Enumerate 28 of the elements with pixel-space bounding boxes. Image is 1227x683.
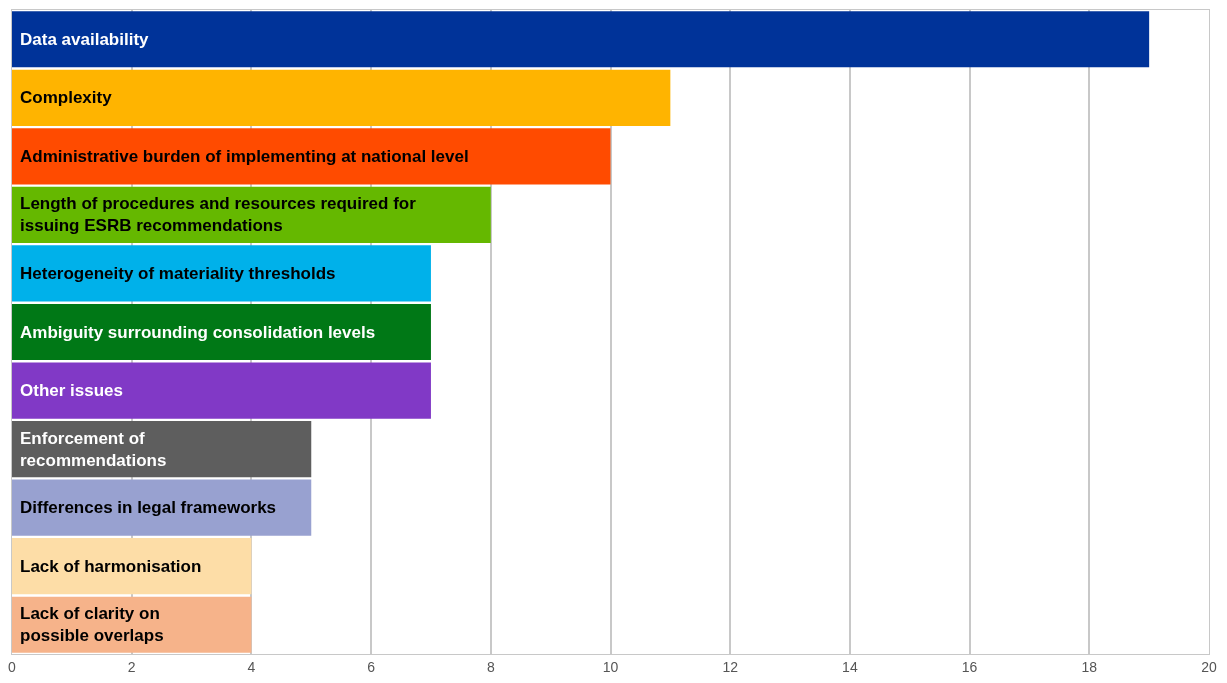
y-tick-label: Lack of harmonisation: [20, 557, 202, 576]
y-tick-label: Differences in legal frameworks: [20, 498, 277, 517]
bar: [12, 11, 1150, 68]
bar: [12, 538, 252, 595]
y-tick-label: Data availability: [20, 30, 150, 49]
y-tick-label: Heterogeneity of materiality thresholds: [20, 264, 336, 283]
x-tick-label: 2: [127, 658, 136, 675]
bar: [12, 362, 431, 419]
x-tick-label: 20: [1201, 658, 1217, 675]
bar: [12, 128, 611, 185]
x-tick-label: 4: [247, 658, 256, 675]
x-tick-label: 18: [1081, 658, 1098, 675]
y-tick-label: Other issues: [20, 381, 123, 400]
x-tick-label: 16: [961, 658, 978, 675]
y-tick-label: Length of procedures and resources required for issuing ESRB recommendations: [20, 194, 417, 236]
y-tick-label: Enforcement of recommendations: [20, 429, 167, 471]
x-tick-label: 6: [367, 658, 376, 675]
bar: [12, 69, 671, 126]
y-tick-label: Ambiguity surrounding consolidation levels: [20, 323, 376, 342]
x-tick-label: 8: [486, 658, 495, 675]
bar: [12, 245, 431, 302]
x-tick-label: 12: [722, 658, 739, 675]
y-tick-label: Administrative burden of implementing at national level: [20, 147, 469, 166]
x-tick-label: 14: [842, 658, 858, 675]
x-tick-label: 0: [8, 658, 17, 675]
y-tick-label: Complexity: [20, 88, 113, 107]
x-tick-label: 10: [602, 658, 619, 675]
y-tick-label: Lack of clarity on possible overlaps: [20, 604, 164, 646]
